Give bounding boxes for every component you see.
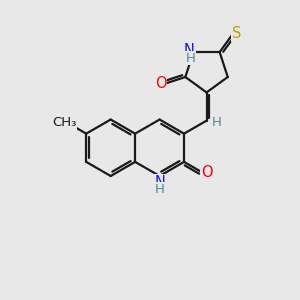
Text: N: N xyxy=(154,175,165,190)
Text: H: H xyxy=(155,183,164,196)
Text: O: O xyxy=(201,165,213,180)
Text: N: N xyxy=(184,43,194,58)
Text: CH₃: CH₃ xyxy=(52,116,76,129)
Text: H: H xyxy=(185,52,195,64)
Text: H: H xyxy=(212,116,222,129)
Text: O: O xyxy=(155,76,166,91)
Text: S: S xyxy=(232,26,242,41)
